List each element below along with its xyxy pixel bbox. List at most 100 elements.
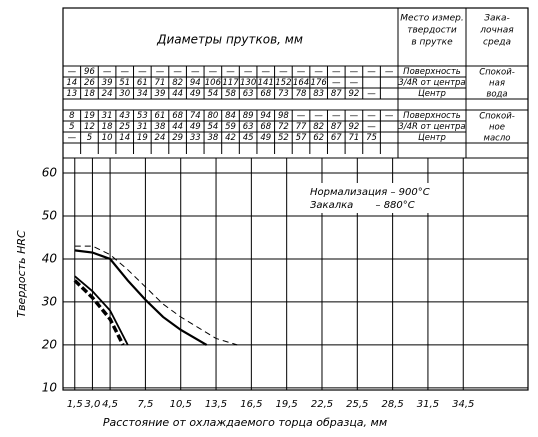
table-cell: 19 [84, 111, 95, 121]
table-cell: 38 [207, 133, 218, 143]
table-cell: 61 [155, 111, 166, 121]
x-axis-title: Расстояние от охлаждаемого торца образца… [103, 416, 387, 429]
line-series [73, 279, 125, 346]
table-cell: 52 [278, 133, 289, 143]
table-cell: 82 [313, 122, 324, 132]
x-tick-label: 4,5 [102, 399, 118, 410]
y-tick-label: 40 [42, 251, 58, 265]
table-cell: — [385, 111, 394, 121]
table-cell: 26 [84, 78, 95, 88]
table-cell: — [209, 67, 218, 77]
table-cell: 24 [102, 89, 113, 99]
table-cell: — [68, 133, 77, 143]
table-cell: 87 [331, 122, 342, 132]
table-cell: 31 [102, 111, 113, 121]
table-cell: — [68, 67, 77, 77]
table-cell: 30 [119, 89, 130, 99]
table-cell: 31 [137, 122, 148, 132]
table-cell: 176 [311, 78, 328, 88]
x-tick-label: 10,5 [170, 399, 192, 410]
medium-cell: Спокой- [479, 68, 515, 78]
table-cell: 57 [296, 133, 307, 143]
table-cell: 87 [331, 89, 342, 99]
table-cell: — [367, 67, 376, 77]
table-cell: 38 [155, 122, 166, 132]
table-cell: 14 [66, 78, 77, 88]
medium-cell: вода [486, 90, 507, 100]
table-cell: 12 [84, 122, 95, 132]
table-cell: 19 [137, 133, 148, 143]
table-cell: 92 [349, 122, 360, 132]
y-axis-title: Твердость HRC [15, 230, 28, 318]
table-cell: 51 [119, 78, 130, 88]
table-cell: 71 [155, 78, 166, 88]
table-cell: 54 [207, 122, 218, 132]
table-cell: — [350, 78, 359, 88]
table-cell: — [332, 78, 341, 88]
table-cell: — [156, 67, 165, 77]
table-cell: 72 [278, 122, 289, 132]
table-cell: — [385, 67, 394, 77]
table-cell: 5 [87, 133, 92, 143]
line-series [74, 249, 208, 346]
table-cell: 164 [293, 78, 309, 88]
table-cell: 18 [84, 89, 95, 99]
annotation-box [305, 183, 445, 213]
table-cell: — [120, 67, 129, 77]
table-cell: 92 [349, 89, 360, 99]
y-tick-label: 50 [42, 209, 58, 223]
table-cell: — [226, 67, 235, 77]
y-tick-label: 10 [42, 380, 58, 394]
y-tick-label: 30 [42, 294, 58, 308]
location-cell: Центр [418, 89, 446, 99]
line-series [74, 245, 238, 346]
table-cell: 68 [260, 122, 271, 132]
annotation: Нормализация – 900°С [310, 187, 430, 198]
table-cell: 78 [296, 89, 307, 99]
table-header: лочная [479, 26, 514, 36]
location-cell: 3/4R от центра [398, 122, 465, 132]
table-cell: 80 [207, 111, 218, 121]
table-cell: — [191, 67, 200, 77]
table-cell: 10 [102, 133, 113, 143]
table-cell: — [173, 67, 182, 77]
table-cell: — [332, 111, 341, 121]
table-header: в прутке [411, 38, 453, 48]
x-tick-label: 34,5 [452, 399, 474, 410]
table-cell: 83 [313, 89, 324, 99]
medium-cell: ная [489, 79, 505, 89]
table-cell: 54 [207, 89, 218, 99]
table-cell: 94 [260, 111, 271, 121]
table-cell: 25 [119, 122, 130, 132]
table-cell: — [103, 67, 112, 77]
table-cell: — [314, 111, 323, 121]
table-cell: 34 [137, 89, 148, 99]
x-tick-label: 28,5 [381, 399, 403, 410]
table-header: Зака- [484, 14, 509, 24]
frame [62, 7, 529, 391]
y-tick-label: 60 [42, 166, 58, 180]
table-cell: — [244, 67, 253, 77]
x-tick-label: 25,5 [346, 399, 368, 410]
table-cell: 71 [349, 133, 360, 143]
table-cell: 77 [296, 122, 307, 132]
table-cell: 84 [225, 111, 236, 121]
table-cell: 130 [240, 78, 256, 88]
table-cell: — [138, 67, 147, 77]
table-cell: — [350, 111, 359, 121]
table-cell: 42 [225, 133, 236, 143]
location-cell: Поверхность [403, 67, 461, 77]
table-cell: — [332, 67, 341, 77]
table-cell: — [350, 67, 359, 77]
table-cell: 98 [278, 111, 289, 121]
table-cell: — [367, 122, 376, 132]
table-cell: 44 [172, 122, 183, 132]
table-cell: 94 [190, 78, 201, 88]
location-cell: Поверхность [403, 111, 461, 121]
table-cell: 53 [137, 111, 148, 121]
medium-cell: Спокой- [479, 112, 515, 122]
table-cell: — [367, 89, 376, 99]
table-cell: 58 [225, 89, 236, 99]
table-cell: 45 [243, 133, 254, 143]
